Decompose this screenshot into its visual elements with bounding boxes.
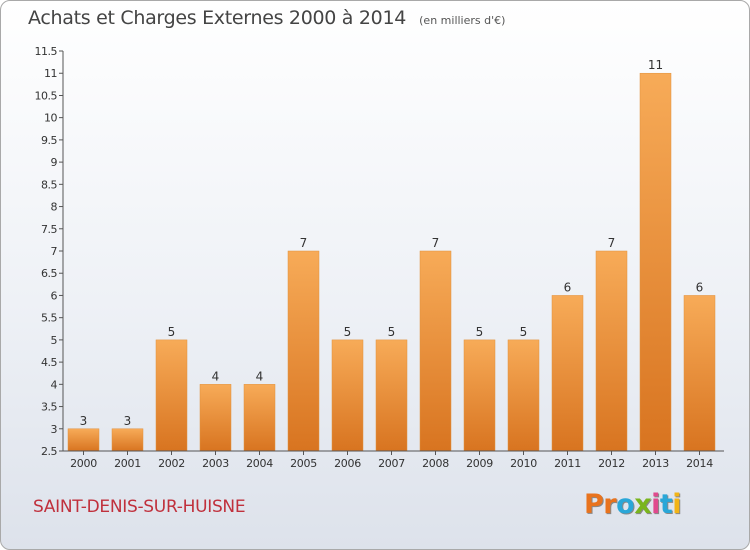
- y-tick-label: 3.5: [41, 401, 57, 414]
- x-tick-label: 2009: [466, 457, 493, 470]
- data-label: 5: [476, 325, 484, 339]
- title-row: Achats et Charges Externes 2000 à 2014 (…: [28, 7, 505, 29]
- y-tick-label: 5.5: [41, 312, 57, 325]
- data-label: 5: [520, 325, 528, 339]
- y-tick-label: 9: [51, 156, 58, 169]
- bar: [463, 339, 496, 452]
- x-tick-label: 2007: [378, 457, 405, 470]
- data-label: 7: [432, 236, 440, 250]
- y-tick-label: 8: [51, 201, 58, 214]
- data-label: 4: [256, 369, 264, 383]
- bar: [683, 295, 716, 452]
- bar: [243, 384, 276, 452]
- y-tick-label: 11: [44, 67, 57, 80]
- bar: [507, 339, 540, 452]
- x-tick-label: 2012: [598, 457, 625, 470]
- y-tick-label: 8.5: [41, 178, 57, 191]
- logo-letter: i: [651, 489, 660, 520]
- bar: [419, 250, 452, 452]
- x-tick-label: 2006: [334, 457, 361, 470]
- x-tick-label: 2001: [114, 457, 141, 470]
- y-tick-label: 9.5: [41, 134, 57, 147]
- data-label: 4: [212, 369, 220, 383]
- data-label: 6: [564, 280, 572, 294]
- x-tick-label: 2013: [642, 457, 669, 470]
- logo-letter: P: [584, 489, 604, 520]
- bar: [199, 384, 232, 452]
- data-label: 11: [648, 58, 663, 72]
- x-tick-label: 2014: [686, 457, 713, 470]
- bar: [639, 72, 672, 452]
- y-tick-label: 4: [51, 378, 58, 391]
- bar: [595, 250, 628, 452]
- y-tick-label: 11.5: [35, 45, 58, 58]
- y-tick-label: 10: [44, 112, 57, 125]
- chart-title: Achats et Charges Externes 2000 à 2014: [28, 7, 407, 29]
- y-tick-label: 6.5: [41, 267, 57, 280]
- logo-letter: x: [634, 489, 652, 520]
- data-label: 6: [696, 280, 704, 294]
- bar: [551, 295, 584, 452]
- data-label: 3: [124, 414, 132, 428]
- data-label: 5: [388, 325, 396, 339]
- y-tick-label: 10.5: [35, 89, 58, 102]
- data-label: 5: [344, 325, 352, 339]
- data-label: 7: [608, 236, 616, 250]
- y-tick-label: 2.5: [41, 445, 57, 458]
- x-tick-label: 2008: [422, 457, 449, 470]
- data-label: 3: [80, 414, 88, 428]
- y-tick-label: 6: [51, 289, 58, 302]
- y-tick-label: 5: [51, 334, 58, 347]
- logo-letter: t: [659, 489, 673, 520]
- logo-letter: o: [616, 489, 635, 520]
- bar: [111, 428, 144, 452]
- y-tick-label: 7: [51, 245, 58, 258]
- bar: [331, 339, 364, 452]
- logo-letter: r: [603, 489, 617, 520]
- x-tick-label: 2004: [246, 457, 273, 470]
- chart-subtitle: (en milliers d'€): [419, 14, 506, 27]
- data-label: 5: [168, 325, 176, 339]
- x-tick-label: 2005: [290, 457, 317, 470]
- bar: [155, 339, 188, 452]
- y-tick-label: 4.5: [41, 356, 57, 369]
- bar: [375, 339, 408, 452]
- y-tick-label: 7.5: [41, 223, 57, 236]
- bar: [67, 428, 100, 452]
- y-tick-label: 3: [51, 423, 58, 436]
- x-tick-label: 2000: [70, 457, 97, 470]
- city-name: SAINT-DENIS-SUR-HUISNE: [33, 497, 246, 517]
- x-tick-label: 2003: [202, 457, 229, 470]
- x-tick-label: 2010: [510, 457, 537, 470]
- logo-letter: i: [672, 489, 682, 520]
- proxiti-logo[interactable]: Proxiti: [584, 489, 682, 520]
- x-tick-label: 2011: [554, 457, 581, 470]
- x-tick-label: 2002: [158, 457, 185, 470]
- data-label: 7: [300, 236, 308, 250]
- bar: [287, 250, 320, 452]
